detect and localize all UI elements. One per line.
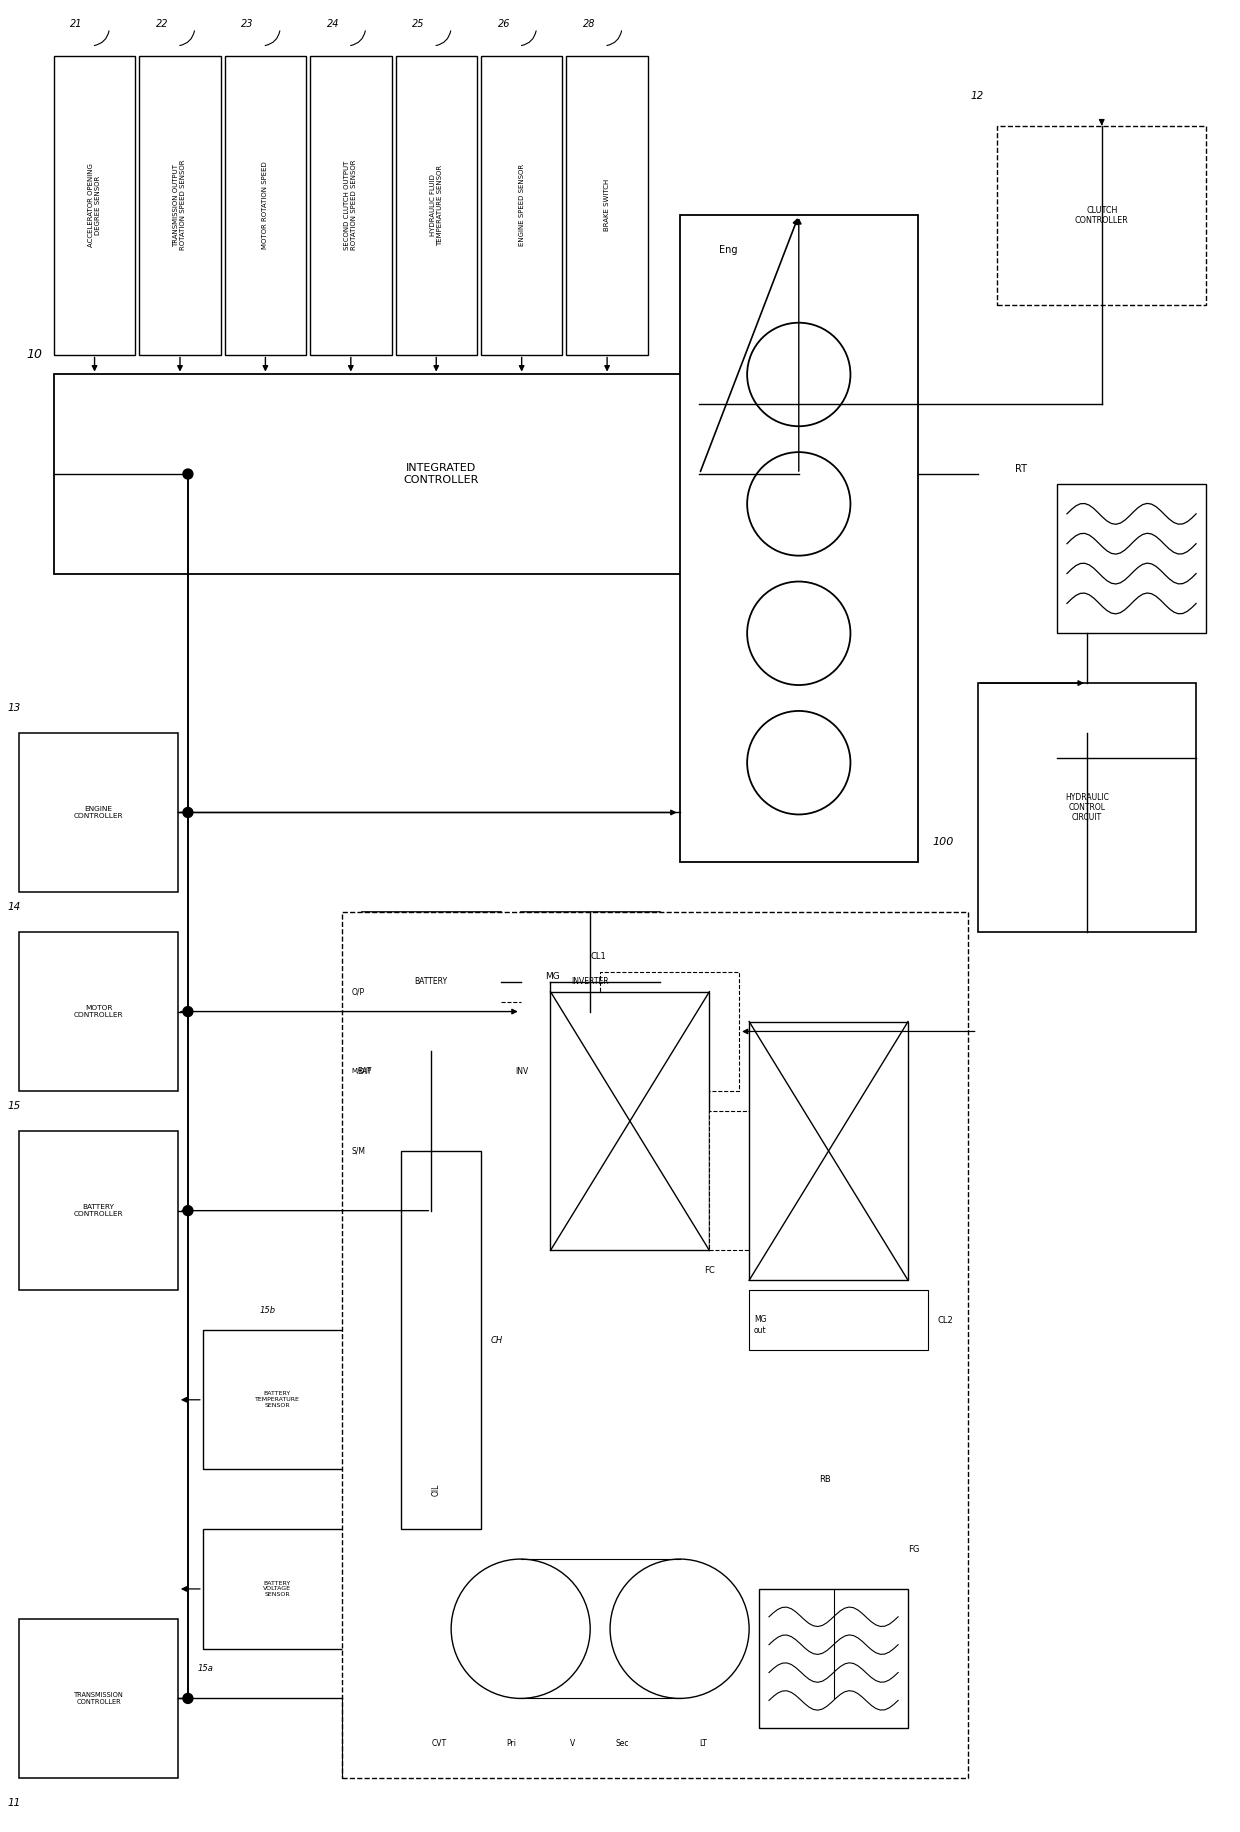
Text: CLUTCH
CONTROLLER: CLUTCH CONTROLLER (1075, 205, 1128, 225)
Text: INTEGRATED
CONTROLLER: INTEGRATED CONTROLLER (403, 463, 479, 485)
Text: 26: 26 (497, 18, 510, 29)
Text: Pri: Pri (506, 1739, 516, 1748)
Text: HYDRAULIC
CONTROL
CIRCUIT: HYDRAULIC CONTROL CIRCUIT (1065, 793, 1109, 823)
Text: 24: 24 (326, 18, 340, 29)
Bar (19, 1130, 179, 1290)
Bar (567, 57, 647, 355)
Bar (680, 214, 918, 863)
Text: 100: 100 (932, 837, 955, 848)
Text: 21: 21 (71, 18, 83, 29)
Text: Sec: Sec (615, 1739, 629, 1748)
Bar (551, 991, 709, 1251)
Text: HYDRAULIC FLUID
TEMPERATURE SENSOR: HYDRAULIC FLUID TEMPERATURE SENSOR (430, 165, 443, 245)
Text: FG: FG (908, 1544, 919, 1554)
Text: BATTERY
TEMPERATURE
SENSOR: BATTERY TEMPERATURE SENSOR (255, 1392, 300, 1409)
Text: 13: 13 (7, 703, 21, 713)
Bar (402, 1150, 481, 1530)
Text: M/O/P: M/O/P (352, 1068, 372, 1074)
Bar (600, 971, 739, 1092)
Bar (481, 57, 563, 355)
Bar (53, 374, 699, 573)
Text: O/P: O/P (352, 987, 365, 997)
Circle shape (184, 469, 193, 478)
Text: 15a: 15a (198, 1663, 213, 1673)
Text: MG: MG (546, 973, 560, 982)
Text: 23: 23 (242, 18, 254, 29)
Text: FC: FC (704, 1266, 715, 1275)
Text: 15: 15 (7, 1101, 21, 1112)
Circle shape (184, 808, 193, 817)
Circle shape (184, 1006, 193, 1017)
Text: 10: 10 (26, 348, 42, 361)
Bar (749, 1290, 928, 1350)
Bar (19, 1619, 179, 1779)
Text: SECOND CLUTCH OUTPUT
ROTATION SPEED SENSOR: SECOND CLUTCH OUTPUT ROTATION SPEED SENS… (345, 159, 357, 251)
Text: CL1: CL1 (590, 953, 606, 962)
Text: ENGINE SPEED SENSOR: ENGINE SPEED SENSOR (518, 165, 525, 245)
Bar (19, 932, 179, 1092)
Bar (1056, 484, 1207, 634)
Text: V: V (570, 1739, 575, 1748)
Text: ACCELERATOR OPENING
DEGREE SENSOR: ACCELERATOR OPENING DEGREE SENSOR (88, 163, 100, 247)
Bar (224, 57, 306, 355)
Text: 25: 25 (412, 18, 424, 29)
Bar (709, 1112, 828, 1251)
Bar (203, 1330, 352, 1469)
Text: BAT: BAT (357, 1066, 371, 1075)
Bar (203, 1530, 352, 1649)
Bar (521, 912, 660, 1052)
Bar (749, 1022, 908, 1281)
Text: INVERTER: INVERTER (572, 976, 609, 986)
Text: BATTERY
CONTROLLER: BATTERY CONTROLLER (73, 1204, 123, 1216)
Text: TRANSMISSION OUTPUT
ROTATION SPEED SENSOR: TRANSMISSION OUTPUT ROTATION SPEED SENSO… (174, 159, 186, 251)
Text: ENGINE
CONTROLLER: ENGINE CONTROLLER (73, 806, 123, 819)
Bar (310, 57, 392, 355)
Text: BATTERY: BATTERY (414, 976, 448, 986)
Text: RT: RT (1016, 463, 1027, 474)
Text: 15b: 15b (259, 1306, 275, 1315)
Text: MG
out: MG out (754, 1315, 766, 1336)
Text: 22: 22 (156, 18, 169, 29)
Bar (53, 57, 135, 355)
Text: TRANSMISSION
CONTROLLER: TRANSMISSION CONTROLLER (73, 1693, 124, 1706)
Text: OIL: OIL (432, 1484, 440, 1495)
Text: CVT: CVT (432, 1739, 446, 1748)
Bar (759, 1588, 908, 1728)
Text: INV: INV (516, 1066, 529, 1075)
Text: Eng: Eng (719, 245, 738, 255)
Text: BATTERY
VOLTAGE
SENSOR: BATTERY VOLTAGE SENSOR (263, 1581, 291, 1598)
Bar (19, 733, 179, 892)
Bar (997, 126, 1207, 304)
Text: S/M: S/M (352, 1147, 366, 1156)
Text: RB: RB (818, 1475, 831, 1484)
Text: 12: 12 (971, 92, 985, 101)
Bar (139, 57, 221, 355)
Text: CL2: CL2 (937, 1315, 954, 1325)
Bar (977, 683, 1197, 932)
Circle shape (184, 1205, 193, 1216)
Text: LT: LT (699, 1739, 707, 1748)
Bar (342, 912, 967, 1779)
Bar (362, 912, 501, 1052)
Bar (396, 57, 477, 355)
Text: BRAKE SWITCH: BRAKE SWITCH (604, 180, 610, 231)
Text: 28: 28 (583, 18, 595, 29)
Text: MOTOR
CONTROLLER: MOTOR CONTROLLER (73, 1006, 123, 1019)
Circle shape (184, 1693, 193, 1704)
Text: MOTOR ROTATION SPEED: MOTOR ROTATION SPEED (263, 161, 268, 249)
Text: 11: 11 (7, 1797, 21, 1808)
Text: 14: 14 (7, 901, 21, 912)
Text: CH: CH (491, 1336, 503, 1345)
